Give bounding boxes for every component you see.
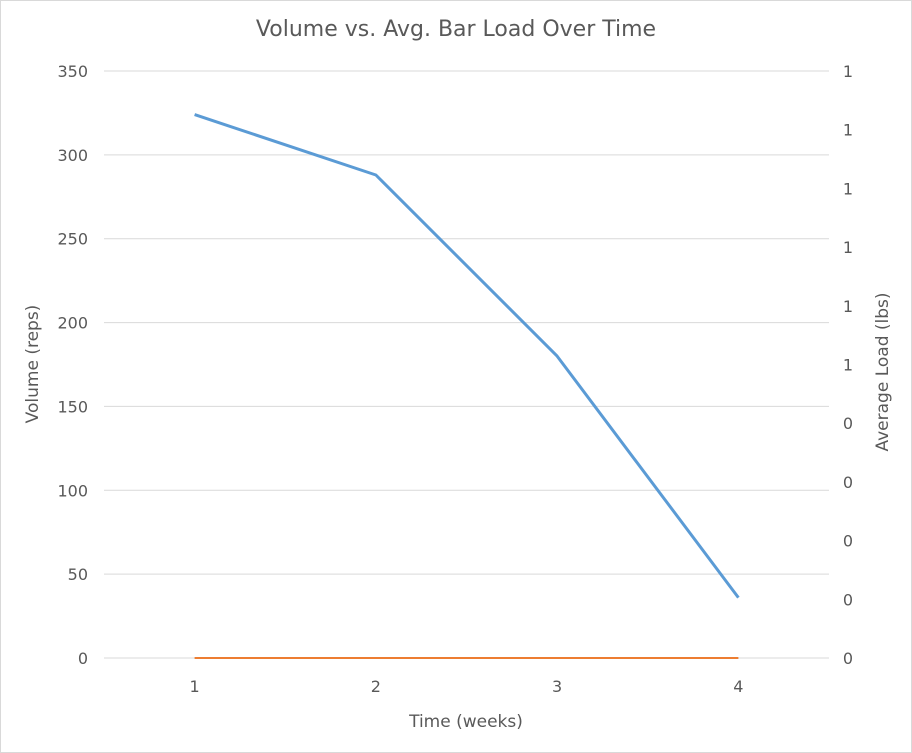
y2-tick-label: 1 — [843, 297, 853, 316]
x-tick-label: 3 — [552, 677, 562, 696]
x-tick-label: 2 — [371, 677, 381, 696]
y2-tick-label: 1 — [843, 179, 853, 198]
gridlines — [104, 70, 829, 659]
y2-tick-label: 0 — [843, 414, 853, 433]
y-tick-label: 150 — [57, 397, 88, 416]
y-tick-label: 250 — [57, 230, 88, 249]
y-tick-label: 50 — [68, 565, 88, 584]
y2-tick-label: 1 — [843, 62, 853, 81]
y-tick-label: 0 — [78, 649, 88, 668]
series-line-1 — [194, 113, 740, 599]
y-tick-label: 350 — [57, 62, 88, 81]
y-tick-label: 200 — [57, 314, 88, 333]
y2-tick-label: 0 — [843, 590, 853, 609]
chart-title: Volume vs. Avg. Bar Load Over Time — [256, 17, 656, 42]
y2-tick-label: 0 — [843, 649, 853, 668]
y-tick-label: 100 — [57, 481, 88, 500]
x-tick-label: 1 — [190, 677, 200, 696]
y2-tick-label: 1 — [843, 238, 853, 257]
y2-tick-label: 0 — [843, 532, 853, 551]
y2-axis-title: Average Load (lbs) — [873, 292, 893, 451]
left-axis-ticks: 0 50 100 150 200 250 300 350 — [57, 62, 88, 668]
y2-tick-label: 1 — [843, 356, 853, 375]
x-tick-label: 4 — [733, 677, 743, 696]
y-axis-title: Volume (reps) — [23, 305, 43, 424]
right-axis-ticks: 0 0 0 0 0 1 1 1 1 1 1 — [843, 62, 853, 668]
y-tick-label: 300 — [57, 146, 88, 165]
series-layer — [194, 113, 740, 659]
y2-tick-label: 1 — [843, 121, 853, 140]
x-axis-title: Time (weeks) — [408, 712, 523, 732]
x-axis-ticks: 1 2 3 4 — [190, 677, 744, 696]
y2-tick-label: 0 — [843, 473, 853, 492]
